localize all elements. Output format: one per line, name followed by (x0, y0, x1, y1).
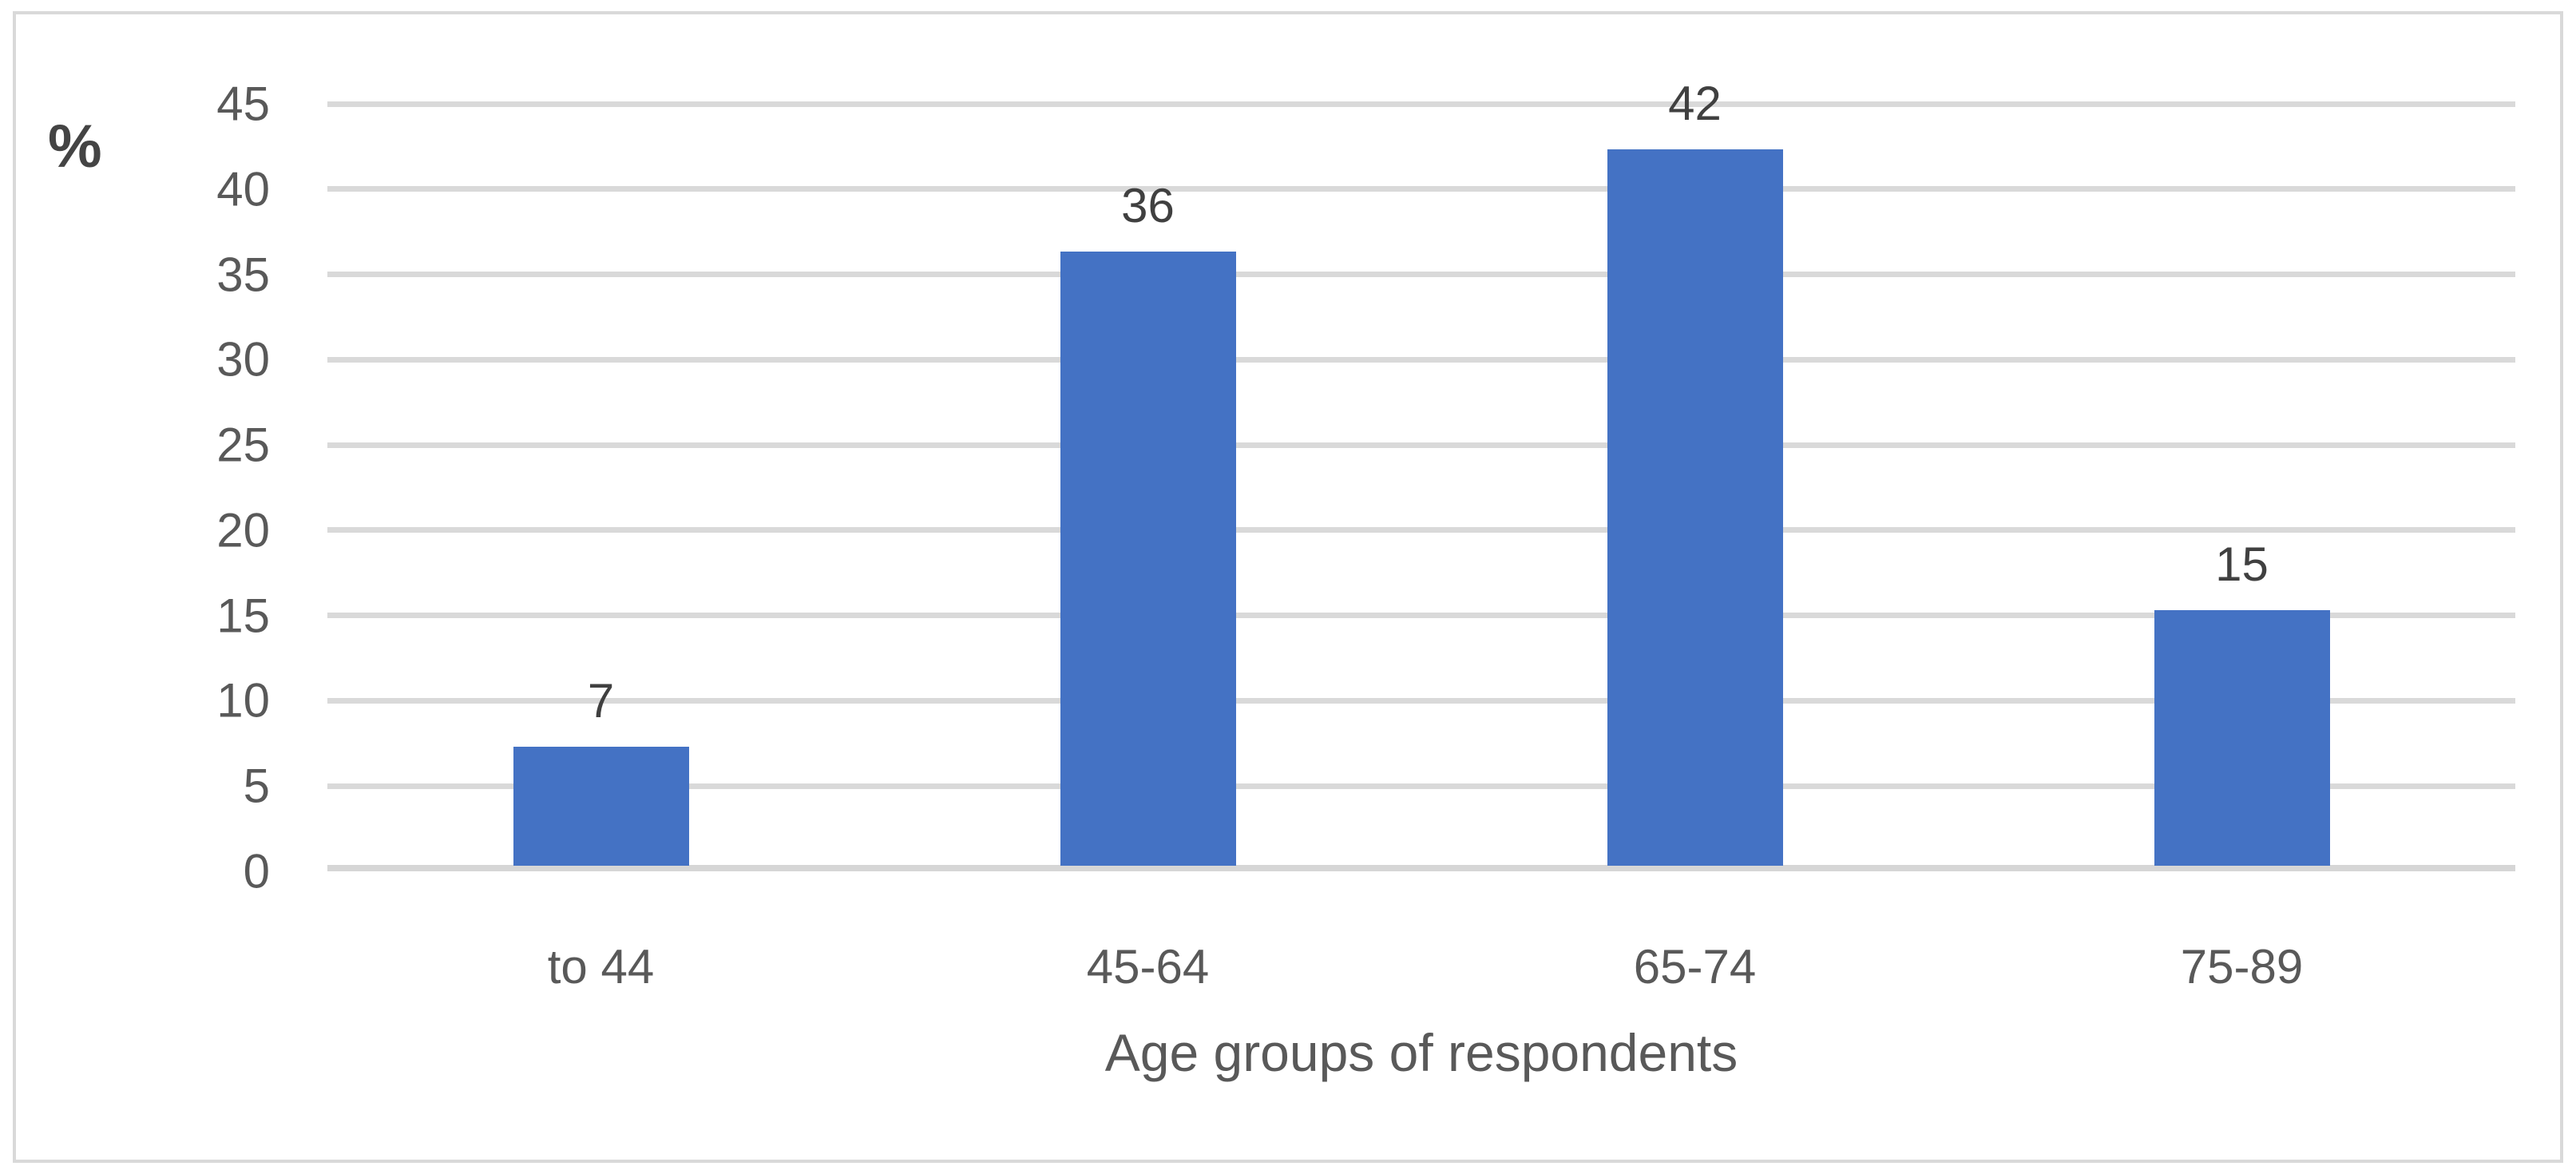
y-tick-label: 25 (216, 418, 270, 472)
chart-frame-border: % 0 5 10 15 20 25 30 35 40 45 7 36 42 15 Age groups o… (13, 11, 2563, 1163)
y-tick-label: 40 (216, 162, 270, 216)
bar (1607, 149, 1783, 866)
x-tick-label: to 44 (547, 940, 655, 994)
gridline (327, 356, 2515, 363)
y-tick-label: 10 (216, 673, 270, 728)
bar-value-label: 36 (1121, 179, 1175, 233)
y-tick-label: 45 (216, 77, 270, 131)
bar (2154, 609, 2330, 866)
gridline (327, 101, 2515, 107)
gridline (327, 442, 2515, 448)
plot-area: 0 5 10 15 20 25 30 35 40 45 7 36 42 15 (216, 77, 2515, 898)
bar-value-label: 15 (2215, 537, 2269, 591)
x-axis-line (327, 865, 2515, 871)
bar-value-label: 7 (587, 673, 615, 728)
gridline (327, 697, 2515, 704)
x-tick-label: 65-74 (1633, 940, 1757, 994)
bar (1060, 252, 1236, 866)
y-tick-label: 15 (216, 589, 270, 643)
y-tick-label: 5 (243, 759, 270, 813)
y-axis-label: % (48, 113, 102, 180)
x-tick-label: 75-89 (2180, 940, 2304, 994)
x-tick-label: 45-64 (1086, 940, 1210, 994)
gridline (327, 527, 2515, 533)
y-tick-label: 0 (243, 844, 270, 898)
gridline (327, 186, 2515, 192)
gridline (327, 613, 2515, 619)
x-axis-title: Age groups of respondents (1104, 1023, 1738, 1082)
bar (513, 746, 689, 866)
gridline (327, 272, 2515, 278)
y-tick-label: 35 (216, 248, 270, 302)
y-tick-label: 20 (216, 503, 270, 557)
y-tick-label: 30 (216, 332, 270, 387)
gridline (327, 783, 2515, 789)
bar-value-label: 42 (1668, 77, 1722, 131)
